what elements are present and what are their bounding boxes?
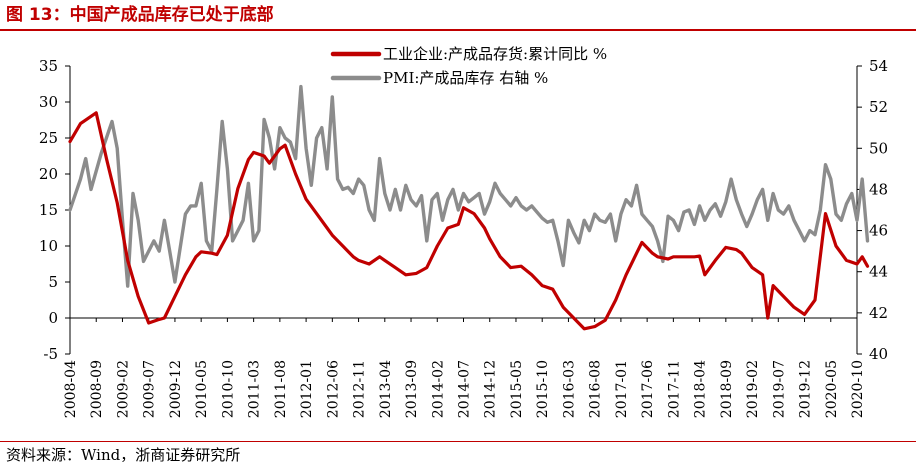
x-tick-label: 2017-06	[640, 360, 656, 418]
x-tick-label: 2009-07	[142, 360, 158, 418]
x-tick-label: 2008-04	[63, 360, 79, 418]
right-y-tick-label: 48	[869, 180, 888, 198]
legend-label-pmi: PMI:产成品库存 右轴 %	[383, 69, 548, 87]
source-separator	[0, 441, 916, 442]
x-tick-label: 2011-08	[273, 360, 289, 418]
legend: 工业企业:产成品存货:累计同比 % PMI:产成品库存 右轴 %	[330, 45, 607, 87]
left-y-tick-label: 10	[39, 237, 58, 255]
left-y-tick-label: -5	[43, 345, 58, 363]
right-y-tick-label: 46	[869, 222, 888, 240]
left-y-tick-label: 15	[39, 201, 58, 219]
right-y-tick-label: 40	[869, 345, 888, 363]
x-tick-label: 2017-01	[614, 360, 630, 418]
x-tick-label: 2015-10	[535, 360, 551, 418]
x-tick-label: 2010-05	[194, 360, 210, 418]
x-tick-label: 2012-11	[352, 360, 368, 418]
left-y-tick-label: 0	[48, 309, 58, 327]
axes: -5 0 5 10 15 20 25 30 35 40 42 44 46 48 50 52 54 2008-04 2…	[39, 57, 888, 418]
series-layer	[68, 84, 870, 331]
left-y-tick-label: 20	[39, 165, 58, 183]
x-tick-label: 2019-07	[771, 360, 787, 418]
x-tick-label: 2013-09	[404, 360, 420, 418]
x-tick-label: 2020-10	[850, 360, 866, 418]
x-tick-label: 2013-04	[378, 360, 394, 418]
x-tick-label: 2016-03	[561, 360, 577, 418]
left-y-tick-label: 5	[48, 273, 58, 291]
x-tick-label: 2012-01	[299, 360, 315, 418]
x-tick-label: 2018-09	[719, 360, 735, 418]
x-tick-label: 2014-02	[430, 360, 446, 418]
right-y-tick-label: 52	[869, 98, 888, 116]
x-tick-label: 2008-09	[89, 360, 105, 418]
chart-title: 图 13：中国产成品库存已处于底部	[6, 5, 274, 25]
x-tick-label: 2016-08	[588, 360, 604, 418]
legend-label-inventory: 工业企业:产成品存货:累计同比 %	[383, 45, 607, 63]
left-y-tick-label: 25	[39, 129, 58, 147]
x-tick-label: 2009-12	[168, 360, 184, 418]
x-tick-label: 2010-10	[220, 360, 236, 418]
x-tick-label: 2018-04	[693, 360, 709, 418]
left-y-tick-label: 30	[39, 93, 58, 111]
x-tick-label: 2017-11	[666, 360, 682, 418]
x-tick-label: 2012-06	[325, 360, 341, 418]
source-note: 资料来源：Wind，浙商证券研究所	[6, 446, 241, 464]
left-y-tick-label: 35	[39, 57, 58, 75]
x-tick-label: 2020-05	[824, 360, 840, 418]
x-tick-label: 2014-12	[483, 360, 499, 418]
right-y-tick-label: 54	[869, 57, 888, 75]
line-chart: -5 0 5 10 15 20 25 30 35 40 42 44 46 48 50 52 54 2008-04 2…	[39, 45, 888, 418]
x-tick-label: 2011-03	[247, 360, 263, 418]
x-tick-label: 2015-05	[509, 360, 525, 418]
title-underline	[0, 29, 916, 31]
x-tick-label: 2019-12	[798, 360, 814, 418]
x-tick-label: 2014-07	[457, 360, 473, 418]
series-inventory-yoy-line	[68, 111, 870, 331]
right-y-tick-label: 42	[869, 304, 888, 322]
right-y-tick-label: 44	[869, 263, 888, 281]
series-pmi-inventory-line	[68, 84, 870, 288]
right-y-tick-label: 50	[869, 139, 888, 157]
x-tick-label: 2009-02	[115, 360, 131, 418]
x-tick-label: 2019-02	[745, 360, 761, 418]
